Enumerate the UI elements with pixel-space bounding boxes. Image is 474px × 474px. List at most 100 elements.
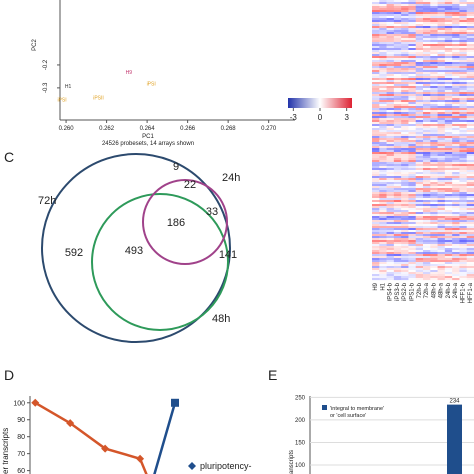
heatmap-cell (408, 184, 417, 187)
region-label: 33 (206, 206, 218, 218)
heatmap-cell (386, 138, 395, 141)
heatmap-cell (393, 90, 402, 93)
heatmap-cell (466, 214, 474, 217)
heatmap-cell (415, 118, 424, 121)
heatmap-cell (415, 184, 424, 187)
heatmap-cell (415, 220, 424, 223)
heatmap-cell (459, 144, 468, 147)
heatmap-cell (386, 64, 395, 67)
heatmap-cell (379, 18, 387, 21)
heatmap-cell (408, 198, 417, 201)
heatmap-cell (466, 114, 474, 117)
heatmap-cell (386, 272, 395, 275)
heatmap-cell (408, 2, 417, 5)
heatmap-cell (444, 178, 453, 181)
heatmap-cell (393, 150, 402, 153)
heatmap-cell (466, 264, 474, 267)
heatmap-cell (415, 170, 424, 173)
heatmap-cell (408, 126, 417, 129)
heatmap-cell (415, 40, 424, 43)
heatmap-cell (393, 98, 402, 101)
heatmap-cell (430, 66, 438, 69)
heatmap-cell (430, 8, 438, 11)
heatmap-cell (415, 228, 424, 231)
heatmap-cell (444, 262, 453, 265)
heatmap-cell (379, 148, 387, 151)
heatmap-cell (459, 276, 468, 279)
heatmap-cell (401, 148, 409, 151)
heatmap-cell (415, 264, 424, 267)
heatmap-cell (437, 228, 446, 231)
heatmap-cell (459, 40, 468, 43)
heatmap-cell (459, 222, 468, 225)
heatmap-cell (372, 204, 380, 207)
heatmap-cell (430, 190, 438, 193)
heatmap-cell (401, 110, 409, 113)
heatmap-cell (444, 140, 453, 143)
heatmap-cell (430, 108, 438, 111)
heatmap-cell (444, 268, 453, 271)
heatmap-cell (444, 210, 453, 213)
heatmap-cell (437, 200, 446, 203)
heatmap-cell (401, 136, 409, 139)
heatmap-cell (437, 234, 446, 237)
heatmap-cell (423, 22, 431, 25)
heatmap-cell (459, 136, 468, 139)
heatmap-cell (379, 250, 387, 253)
heatmap-cell (408, 264, 417, 267)
heatmap-cell (444, 38, 453, 41)
heatmap-cell (386, 82, 395, 85)
heatmap-cell (437, 6, 446, 9)
heatmap-cell (459, 192, 468, 195)
heatmap-cell (466, 124, 474, 127)
heatmap-cell (430, 56, 438, 59)
heatmap-cell (372, 216, 380, 219)
heatmap-cell (452, 136, 460, 139)
heatmap-cell (459, 212, 468, 215)
heatmap-cell (437, 102, 446, 105)
heatmap-cell (401, 268, 409, 271)
heatmap-cell (430, 250, 438, 253)
heatmap-cell (423, 4, 431, 7)
heatmap-cell (379, 196, 387, 199)
heatmap-cell (379, 114, 387, 117)
heatmap-cell (430, 122, 438, 125)
heatmap-cell (466, 148, 474, 151)
heatmap-cell (379, 82, 387, 85)
heatmap-cell (423, 186, 431, 189)
heatmap-cell (401, 30, 409, 33)
heatmap-cell (372, 82, 380, 85)
heatmap-cell (393, 76, 402, 79)
heatmap-cell (408, 50, 417, 53)
heatmap-cell (466, 132, 474, 135)
heatmap-cell (437, 112, 446, 115)
heatmap-cell (393, 140, 402, 143)
heatmap-cell (408, 88, 417, 91)
heatmap-cell (423, 146, 431, 149)
heatmap-cell (459, 170, 468, 173)
heatmap-cell (459, 110, 468, 113)
heatmap-cell (452, 220, 460, 223)
heatmap-cell (452, 134, 460, 137)
point: iPSII (93, 95, 104, 101)
heatmap-cell (379, 64, 387, 67)
heatmap-cell (408, 210, 417, 213)
heatmap-cell (452, 226, 460, 229)
heatmap-cell (452, 162, 460, 165)
heatmap-cell (393, 168, 402, 171)
heatmap-cell (393, 40, 402, 43)
heatmap-cell (372, 258, 380, 261)
heatmap-cell (459, 86, 468, 89)
heatmap-cell (430, 100, 438, 103)
heatmap-cell (423, 180, 431, 183)
heatmap-cell (437, 220, 446, 223)
heatmap-cell (423, 254, 431, 257)
heatmap-cell (379, 80, 387, 83)
heatmap-cell (459, 94, 468, 97)
heatmap-cell (437, 132, 446, 135)
heatmap-cell (437, 244, 446, 247)
heatmap-cell (372, 58, 380, 61)
heatmap-cell (408, 190, 417, 193)
heatmap-cell (408, 206, 417, 209)
heatmap-cell (393, 158, 402, 161)
